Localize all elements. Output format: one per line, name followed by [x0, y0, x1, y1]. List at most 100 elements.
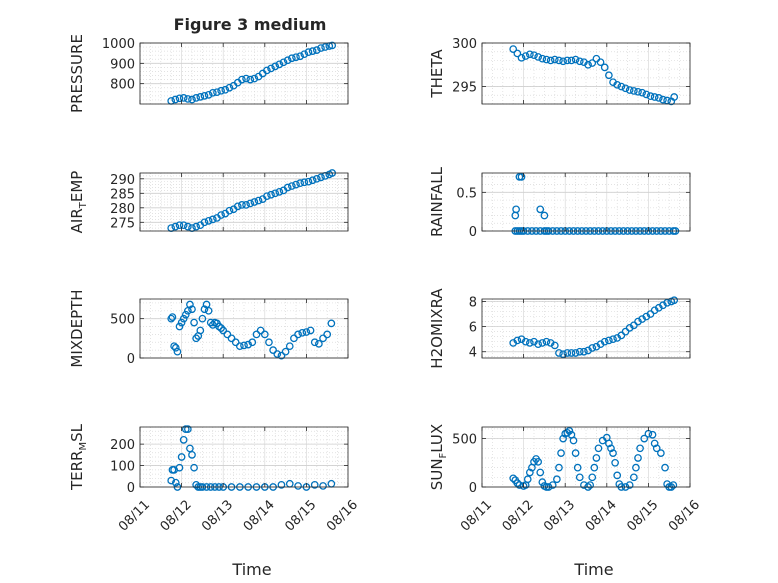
data-point — [590, 463, 599, 472]
data-point — [521, 52, 530, 60]
data-point — [273, 350, 282, 358]
data-point — [294, 482, 302, 490]
data-point — [563, 428, 572, 437]
data-point — [213, 88, 221, 97]
data-point — [267, 190, 275, 199]
data-point — [271, 189, 280, 198]
data-point — [300, 50, 309, 59]
data-point — [588, 473, 597, 482]
data-point — [536, 468, 545, 477]
data-point — [634, 454, 642, 462]
data-point — [196, 93, 205, 101]
data-point — [277, 351, 286, 360]
data-point — [319, 334, 327, 343]
data-point — [663, 298, 671, 307]
data-point — [613, 80, 622, 89]
data-point — [512, 205, 520, 214]
y-tick-label: 285 — [110, 187, 135, 202]
data-point — [171, 222, 180, 231]
data-point — [559, 434, 567, 443]
data-point — [283, 183, 292, 192]
data-point — [308, 176, 317, 185]
data-point — [254, 196, 263, 205]
data-point — [168, 313, 177, 321]
data-point — [613, 471, 622, 480]
axes-box — [481, 172, 691, 232]
data-point — [267, 64, 275, 73]
data-point — [167, 476, 176, 485]
data-point — [600, 337, 609, 346]
data-point — [242, 201, 250, 209]
y-tick-label: 0.5 — [456, 186, 477, 201]
data-point — [296, 52, 305, 61]
data-point — [617, 331, 626, 340]
y-axis-label-sun-flux: SUNFLUX — [428, 424, 449, 490]
data-point — [175, 322, 184, 331]
data-point — [642, 90, 651, 99]
data-point — [571, 55, 580, 64]
data-point — [292, 53, 300, 62]
data-point — [170, 342, 178, 351]
data-point — [198, 314, 207, 323]
y-axis-label-air-temp: AIRTEMP — [68, 171, 89, 234]
y-tick-label: 295 — [452, 81, 477, 96]
data-point — [555, 56, 563, 65]
y-tick-label: 500 — [110, 313, 135, 328]
data-point — [586, 481, 595, 489]
data-point — [300, 178, 309, 187]
data-point — [540, 211, 549, 220]
data-point — [192, 334, 201, 343]
data-point — [530, 51, 538, 60]
y-tick-label: 800 — [110, 78, 135, 93]
data-point — [235, 342, 244, 351]
data-point — [292, 180, 300, 189]
data-point — [271, 62, 280, 71]
data-point — [217, 324, 225, 332]
data-point — [542, 55, 551, 64]
y-axis-label-theta: THETA — [428, 49, 446, 99]
data-point — [244, 340, 253, 349]
data-point — [575, 57, 584, 66]
data-point — [208, 215, 217, 224]
data-point — [179, 436, 188, 444]
data-point — [600, 63, 609, 72]
data-point — [179, 221, 188, 230]
data-point — [275, 188, 284, 196]
y-tick-label: 275 — [110, 216, 135, 231]
data-point — [175, 94, 184, 103]
data-point — [223, 330, 232, 339]
data-point — [525, 50, 534, 59]
data-point — [509, 474, 518, 483]
data-point — [260, 330, 269, 339]
data-point — [225, 206, 234, 215]
data-point — [555, 463, 563, 472]
data-point — [312, 46, 321, 54]
data-point — [559, 57, 567, 66]
data-point — [328, 41, 337, 50]
data-point — [546, 56, 555, 65]
data-point — [659, 95, 667, 104]
data-point — [525, 339, 534, 347]
data-point — [308, 47, 317, 55]
data-point — [177, 318, 186, 327]
data-point — [634, 87, 642, 96]
data-point — [186, 300, 194, 309]
data-point — [248, 338, 257, 347]
data-point — [204, 91, 213, 99]
data-point — [607, 444, 615, 453]
data-point — [188, 451, 196, 459]
data-point — [304, 177, 313, 186]
data-point — [190, 318, 198, 327]
data-point — [290, 334, 298, 343]
subplot-pressure: 800 900 1000 PRESSURE — [68, 34, 349, 113]
data-point — [575, 347, 584, 356]
y-tick-label: 900 — [110, 57, 135, 72]
data-point — [670, 93, 679, 101]
data-point — [534, 457, 543, 466]
data-point — [302, 328, 311, 336]
data-point — [196, 326, 205, 335]
data-point — [183, 425, 192, 433]
data-point — [592, 454, 601, 462]
data-point — [538, 54, 547, 63]
